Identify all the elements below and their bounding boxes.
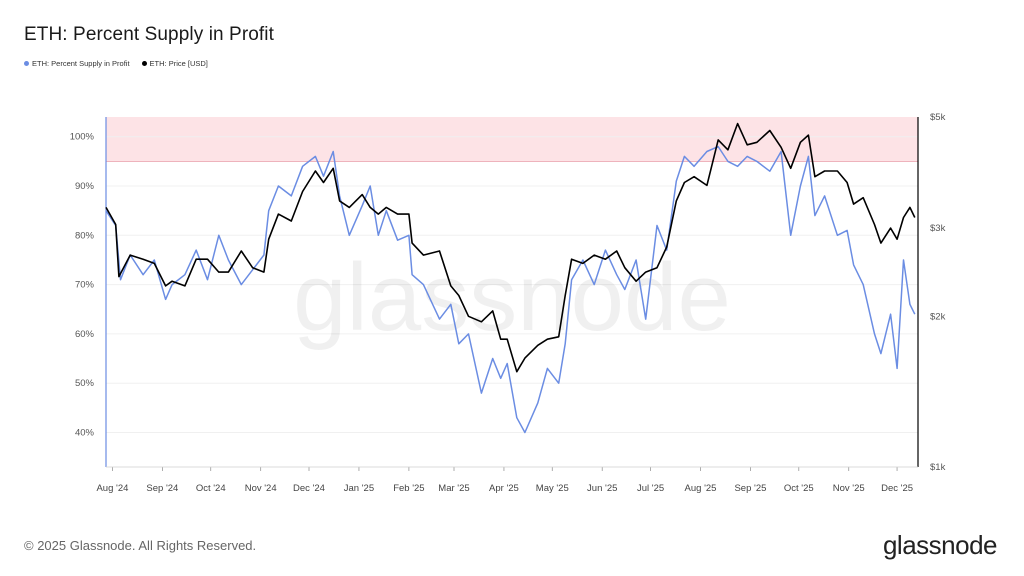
legend-label-supply: ETH: Percent Supply in Profit xyxy=(32,59,130,68)
series-line-price xyxy=(105,122,916,373)
legend-dot-supply xyxy=(24,61,29,66)
y-left-tick-label: 90% xyxy=(75,181,95,192)
glassnode-logo[interactable]: glassnode xyxy=(882,530,998,560)
x-tick-label: Jan '25 xyxy=(344,483,374,494)
y-left-tick-label: 50% xyxy=(75,378,95,389)
legend-item-supply[interactable]: ETH: Percent Supply in Profit xyxy=(24,59,130,68)
y-right-tick-label: $1k xyxy=(930,462,946,473)
x-tick-label: Oct '25 xyxy=(784,483,814,494)
profit-band xyxy=(106,117,918,162)
x-tick-label: May '25 xyxy=(536,483,569,494)
x-tick-label: Jul '25 xyxy=(637,483,664,494)
watermark: glassnode xyxy=(293,244,731,351)
y-right-tick-label: $5k xyxy=(930,112,946,123)
x-tick-label: Nov '24 xyxy=(245,483,277,494)
legend-item-price[interactable]: ETH: Price [USD] xyxy=(141,59,208,68)
x-tick-label: Sep '25 xyxy=(734,483,766,494)
x-tick-label: Apr '25 xyxy=(489,483,519,494)
x-tick-label: Nov '25 xyxy=(833,483,865,494)
x-tick-label: Jun '25 xyxy=(587,483,617,494)
x-tick-label: Sep '24 xyxy=(146,483,178,494)
y-left-tick-label: 60% xyxy=(75,329,95,340)
y-left-tick-label: 80% xyxy=(75,230,95,241)
chart-title: ETH: Percent Supply in Profit xyxy=(24,24,275,45)
x-tick-label: Mar '25 xyxy=(438,483,469,494)
legend-dot-price xyxy=(141,61,147,66)
copyright-text: © 2025 Glassnode. All Rights Reserved. xyxy=(24,538,257,553)
legend-label-price: ETH: Price [USD] xyxy=(149,59,208,68)
x-tick-label: Dec '25 xyxy=(881,483,913,494)
x-tick-label: Dec '24 xyxy=(293,483,325,494)
x-tick-label: Feb '25 xyxy=(393,483,424,494)
series-line-supply-in-profit xyxy=(105,145,916,434)
y-left-tick-label: 100% xyxy=(70,132,95,143)
y-left-tick-label: 40% xyxy=(75,427,95,438)
y-left-tick-label: 70% xyxy=(75,280,95,291)
x-tick-label: Aug '25 xyxy=(685,483,717,494)
x-tick-label: Aug '24 xyxy=(96,483,128,494)
y-right-tick-label: $3k xyxy=(930,223,946,234)
x-tick-label: Oct '24 xyxy=(196,483,226,494)
y-right-tick-label: $2k xyxy=(930,311,946,322)
chart-legend: ETH: Percent Supply in Profit ETH: Price… xyxy=(24,59,208,68)
